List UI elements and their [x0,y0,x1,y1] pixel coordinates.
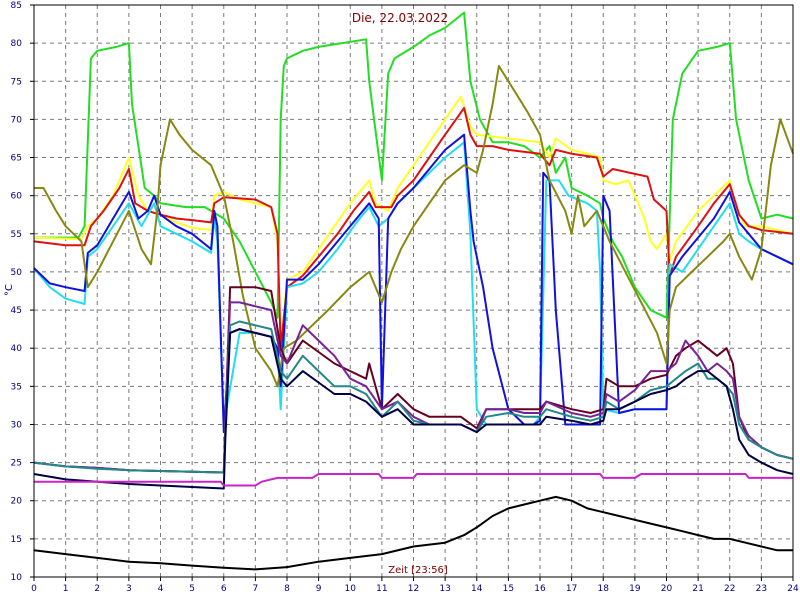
y-tick-label: 75 [11,77,22,87]
x-axis-label: Zeit [23:56] [388,565,448,576]
x-tick-label: 14 [471,584,483,594]
x-tick-label: 20 [661,584,673,594]
x-tick-label: 13 [439,584,450,594]
y-tick-label: 15 [11,535,22,545]
y-tick-label: 80 [11,39,23,49]
x-tick-label: 18 [598,584,610,594]
y-tick-label: 65 [11,154,22,164]
tick-labels: 0 1 2 3 4 5 6 7 8 9 10 11 12 13 14 15 16 17 18 19 20 21 22 23 24… [11,1,799,594]
y-tick-label: 85 [11,1,22,11]
y-tick-label: 40 [11,344,23,354]
x-tick-label: 0 [31,584,37,594]
series-line-1 [34,11,794,319]
x-tick-label: 3 [126,584,132,594]
series-layer [33,11,794,571]
y-tick-label: 45 [11,306,22,316]
x-tick-label: 24 [787,584,799,594]
series-line-10 [33,328,794,490]
x-tick-label: 1 [63,584,69,594]
x-tick-label: 4 [158,584,164,594]
y-tick-label: 70 [11,115,23,125]
series-line-2 [33,95,794,350]
x-tick-label: 8 [284,584,290,594]
series-line-11 [34,473,793,487]
x-tick-label: 19 [629,584,641,594]
x-tick-label: 23 [756,584,767,594]
x-tick-label: 22 [724,584,735,594]
x-tick-label: 17 [566,584,577,594]
y-axis-label: °C [4,284,15,296]
y-tick-label: 50 [11,268,23,278]
x-tick-label: 10 [345,584,357,594]
x-tick-label: 16 [534,584,546,594]
y-tick-label: 30 [11,420,23,430]
x-tick-label: 5 [189,584,195,594]
x-tick-label: 15 [503,584,514,594]
y-tick-label: 55 [11,230,22,240]
y-tick-label: 10 [11,573,23,583]
series-line-6 [34,65,794,388]
y-tick-label: 20 [11,497,23,507]
axes [30,4,794,581]
x-tick-label: 7 [253,584,259,594]
x-tick-label: 12 [408,584,419,594]
x-tick-label: 6 [221,584,227,594]
y-tick-label: 25 [11,459,22,469]
series-line-7 [33,286,794,474]
chart-title: Die, 22.03.2022 [352,11,448,25]
x-tick-label: 9 [316,584,322,594]
y-tick-label: 60 [11,192,23,202]
x-tick-label: 2 [94,584,100,594]
x-tick-label: 21 [692,584,703,594]
y-tick-label: 35 [11,382,22,392]
x-tick-label: 11 [376,584,387,594]
series-line-12 [33,495,793,571]
series-line-5 [33,133,794,434]
